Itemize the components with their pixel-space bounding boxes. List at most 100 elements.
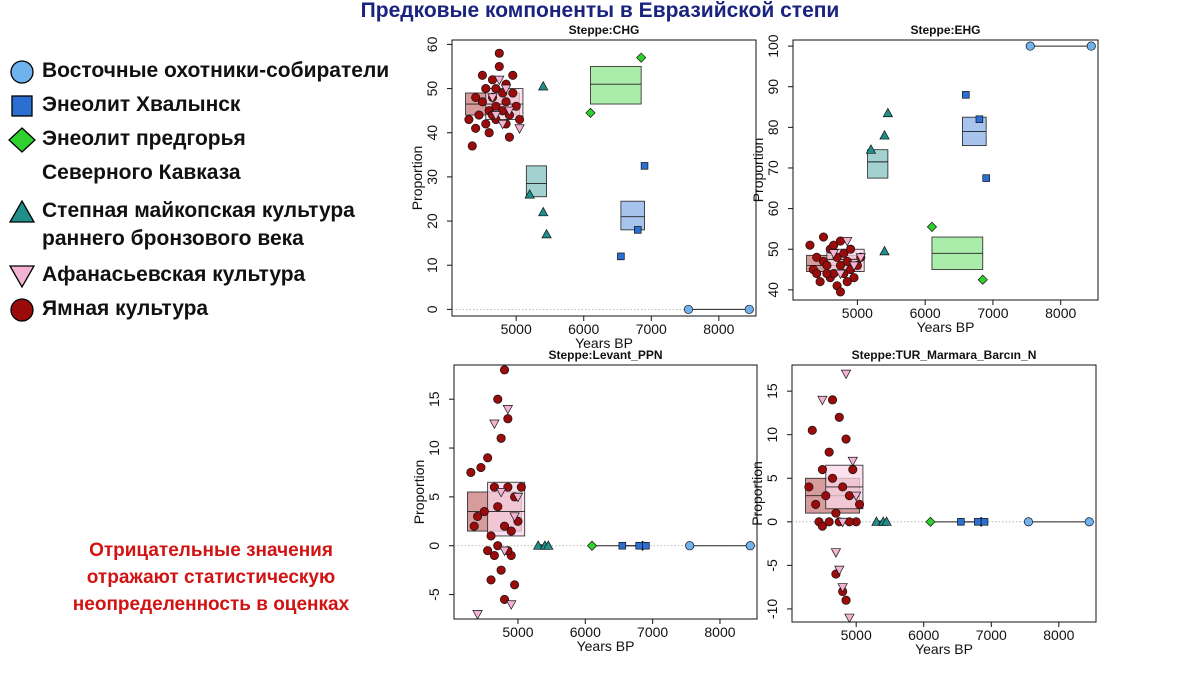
y-tick-label: 0: [424, 305, 440, 313]
chart-panel-tur: Steppe:TUR_Marmara_Barcın_N -10 -5 0 5 10 15 50…: [749, 348, 1097, 657]
x-tick-label: 7000: [637, 624, 668, 640]
point-yamnaya: [493, 394, 503, 404]
point-afanasievo: [509, 512, 520, 522]
point-khvalynsk: [982, 174, 990, 182]
legend-label: Афанасьевская культура: [42, 263, 306, 286]
point-yamnaya: [499, 594, 510, 605]
plot-frame: [791, 364, 1097, 623]
y-tick-label: 15: [426, 391, 442, 407]
point-yamnaya: [821, 491, 831, 501]
point-afanasievo: [502, 405, 514, 415]
point-afanasievo: [512, 492, 524, 503]
point-khvalynsk: [980, 518, 989, 526]
point-yamnaya: [827, 473, 838, 483]
point-afanasievo: [504, 106, 515, 117]
point-yamnaya: [483, 546, 493, 556]
point-caucasus: [586, 540, 598, 551]
legend-label: Энеолит Хвалынск: [42, 93, 241, 116]
x-tick-label: 5000: [502, 624, 533, 640]
point-khvalynsk: [618, 541, 627, 550]
point-khvalynsk: [635, 541, 643, 550]
point-yamnaya: [474, 110, 484, 120]
legend-label: Степная майкопская культура: [42, 199, 355, 222]
point-yamnaya: [508, 88, 518, 98]
point-yamnaya: [494, 61, 504, 72]
point-afanasievo: [844, 613, 855, 624]
point-afanasievo: [840, 369, 852, 380]
point-afanasievo: [835, 269, 846, 280]
point-khvalynsk: [617, 252, 625, 261]
point-yamnaya: [496, 433, 506, 443]
point-yamnaya: [807, 425, 817, 435]
point-caucasus: [977, 274, 988, 285]
point-maikop: [524, 189, 535, 199]
point-yamnaya: [834, 412, 844, 422]
point-yamnaya: [842, 256, 852, 266]
point-afanasievo: [834, 565, 845, 576]
y-tick-label: 0: [764, 518, 780, 526]
point-yamnaya: [491, 84, 501, 94]
point-ehg: [1023, 517, 1033, 527]
x-tick-label: 6000: [910, 305, 941, 321]
x-tick-label: 6000: [570, 624, 601, 640]
y-tick-label: 90: [765, 79, 781, 95]
point-yamnaya: [804, 482, 814, 492]
y-tick-label: 10: [426, 440, 442, 456]
point-yamnaya: [835, 287, 845, 297]
point-yamnaya: [501, 97, 511, 107]
y-tick-label: 5: [764, 474, 780, 482]
y-axis-label: Proportion: [411, 460, 427, 525]
point-yamnaya: [486, 531, 496, 541]
point-maikop: [882, 107, 894, 118]
point-ehg: [683, 304, 693, 314]
y-tick-label: 60: [765, 201, 781, 217]
point-yamnaya: [812, 252, 822, 262]
point-yamnaya: [841, 434, 851, 444]
point-afanasievo: [514, 124, 525, 134]
point-caucasus: [636, 52, 647, 63]
x-tick-label: 6000: [908, 627, 939, 643]
point-ehg: [1086, 41, 1096, 51]
point-yamnaya: [515, 114, 525, 125]
point-yamnaya: [855, 499, 865, 509]
point-yamnaya: [506, 526, 516, 536]
x-tick-label: 8000: [1043, 627, 1074, 643]
point-yamnaya: [486, 575, 496, 585]
diamond-icon: [8, 127, 36, 153]
x-tick-label: 5000: [842, 305, 873, 321]
point-yamnaya: [493, 502, 503, 512]
point-yamnaya: [511, 101, 521, 111]
point-yamnaya: [484, 128, 494, 138]
point-yamnaya: [489, 550, 499, 561]
x-axis-label: Years BP: [575, 335, 633, 351]
circle-icon: [10, 60, 34, 84]
y-tick-label: 100: [765, 34, 781, 58]
point-maikop: [879, 129, 890, 140]
circle-icon: [10, 298, 34, 322]
y-tick-label: 70: [765, 160, 781, 176]
point-yamnaya: [831, 508, 841, 518]
y-tick-label: 40: [765, 282, 781, 298]
triangle-down-icon: [8, 265, 36, 289]
y-tick-label: 15: [764, 383, 780, 399]
square-icon: [11, 95, 33, 117]
point-yamnaya: [822, 269, 832, 279]
point-khvalynsk: [962, 91, 970, 99]
point-yamnaya: [466, 467, 476, 478]
x-tick-label: 5000: [501, 321, 532, 337]
point-yamnaya: [479, 506, 489, 517]
point-yamnaya: [817, 464, 827, 475]
box-khvalynsk: [620, 200, 645, 231]
chart-panel-ehg: Steppe:EHG 40 50 60 70 80 90 100 5000 6000 7000 800…: [750, 23, 1099, 335]
point-maikop: [543, 540, 554, 550]
y-tick-label: -10: [764, 599, 780, 619]
point-afanasievo: [490, 111, 502, 121]
y-tick-label: 5: [426, 493, 442, 501]
point-ehg: [1025, 41, 1035, 51]
legend-label: Восточные охотники-собиратели: [42, 59, 390, 82]
point-yamnaya: [504, 132, 514, 142]
triangle-icon: [8, 199, 36, 223]
point-yamnaya: [839, 248, 849, 258]
y-axis-label: Proportion: [409, 146, 425, 211]
point-caucasus: [585, 107, 596, 118]
